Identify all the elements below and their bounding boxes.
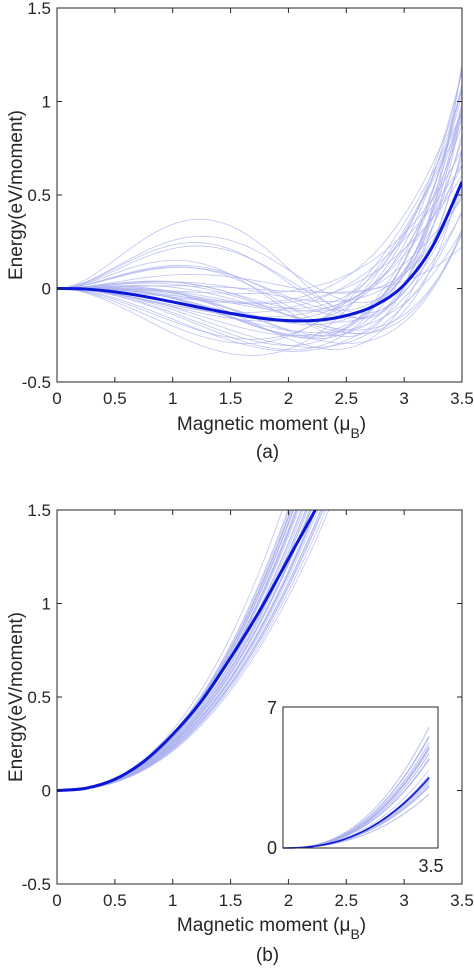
x-tick-label: 1.5 (219, 389, 243, 408)
thin-curve (57, 179, 462, 334)
thin-curve (57, 107, 462, 304)
thin-curve (57, 106, 462, 351)
thin-curve (57, 64, 462, 338)
y-tick-label: 0 (42, 782, 51, 801)
thin-curve (57, 212, 462, 352)
thin-curve (57, 149, 462, 294)
x-tick-label: 0.5 (103, 389, 127, 408)
panel-b-inset: 0 7 3.5 (267, 698, 444, 876)
thin-curve (57, 510, 324, 791)
y-tick-label: 1 (42, 595, 51, 614)
x-tick-label: 1.5 (219, 891, 243, 910)
panel-a-thin-curves (57, 64, 462, 356)
panel-b: 0 0.5 1 1.5 2 2.5 3 3.5 -0.500.511.5 0 7 3.5 Ma… (6, 501, 474, 966)
thin-curve (57, 65, 462, 320)
thin-curve (57, 157, 462, 337)
x-tick-label: 1 (168, 389, 177, 408)
inset-mean-curve (282, 776, 430, 849)
x-tick-label: 0 (52, 891, 61, 910)
x-tick-label: 2 (284, 389, 293, 408)
thin-curve (57, 246, 462, 293)
y-tick-label: -0.5 (22, 875, 51, 894)
y-tick-label: 0 (42, 280, 51, 299)
thin-curve (57, 71, 462, 312)
y-tick-label: 1.5 (27, 0, 51, 18)
thin-curve (57, 91, 462, 303)
panel-b-y-axis-label: Energy(eV/moment) (6, 612, 27, 782)
x-tick-label: 3.5 (450, 389, 474, 408)
x-tick-label: 2.5 (334, 389, 358, 408)
panel-a-x-axis-label: Magnetic moment (μB) (177, 414, 366, 441)
y-tick-label: 1 (42, 93, 51, 112)
thin-curve (57, 211, 462, 348)
inset-y-tick-label-7: 7 (267, 698, 277, 718)
y-tick-label: 0.5 (27, 186, 51, 205)
panel-a: 0 0.5 1 1.5 2 2.5 3 3.5 -0.500.511.5 Magnetic m… (6, 0, 474, 463)
thin-curve (57, 510, 308, 791)
panel-b-caption: (b) (256, 945, 279, 965)
y-tick-label: 0.5 (27, 688, 51, 707)
x-tick-label: 2 (284, 891, 293, 910)
thin-curve (57, 139, 462, 326)
thin-curve (57, 124, 462, 312)
thin-curve (57, 102, 462, 317)
panel-b-y-ticks: -0.5 0 0.5 1 1.5 (22, 501, 462, 894)
x-tick-label: 0 (52, 389, 61, 408)
thin-curve (57, 120, 462, 356)
panel-a-y-axis-label: Energy(eV/moment) (6, 110, 27, 280)
x-tick-label: 3 (399, 891, 408, 910)
inset-y-tick-label-0: 0 (267, 838, 277, 858)
thin-curve (57, 112, 462, 319)
thin-curve (57, 114, 462, 311)
thin-curve (57, 510, 316, 791)
thin-curve (57, 188, 462, 323)
panel-a-caption: (a) (256, 442, 279, 463)
x-tick-label: 2.5 (334, 891, 358, 910)
x-tick-label: 0.5 (103, 891, 127, 910)
thin-curve (57, 233, 462, 331)
panel-b-x-axis-label: Magnetic moment (μB) (177, 915, 366, 942)
thin-curve (57, 83, 462, 338)
panel-a-mean-curve (57, 181, 462, 323)
x-tick-label: 3 (399, 389, 408, 408)
inset-axes-frame (282, 706, 439, 849)
y-tick-label: 1.5 (27, 501, 51, 520)
panel-b-x-ticks: 0 0.5 1 1.5 2 2.5 3 3.5 (52, 510, 474, 910)
panel-a-y-ticks: -0.5 0 0.5 1 1.5 (22, 0, 462, 392)
panel-a-x-ticks: 0 0.5 1 1.5 2 2.5 3 3.5 (52, 8, 474, 408)
y-tick-label: -0.5 (22, 373, 51, 392)
thin-curve (57, 232, 462, 344)
panel-b-mean-curve (57, 510, 318, 792)
x-tick-label: 3.5 (450, 891, 474, 910)
inset-x-tick-label-3.5: 3.5 (418, 856, 443, 876)
thin-curve (57, 510, 330, 791)
thin-curve (57, 111, 462, 344)
x-tick-label: 1 (168, 891, 177, 910)
